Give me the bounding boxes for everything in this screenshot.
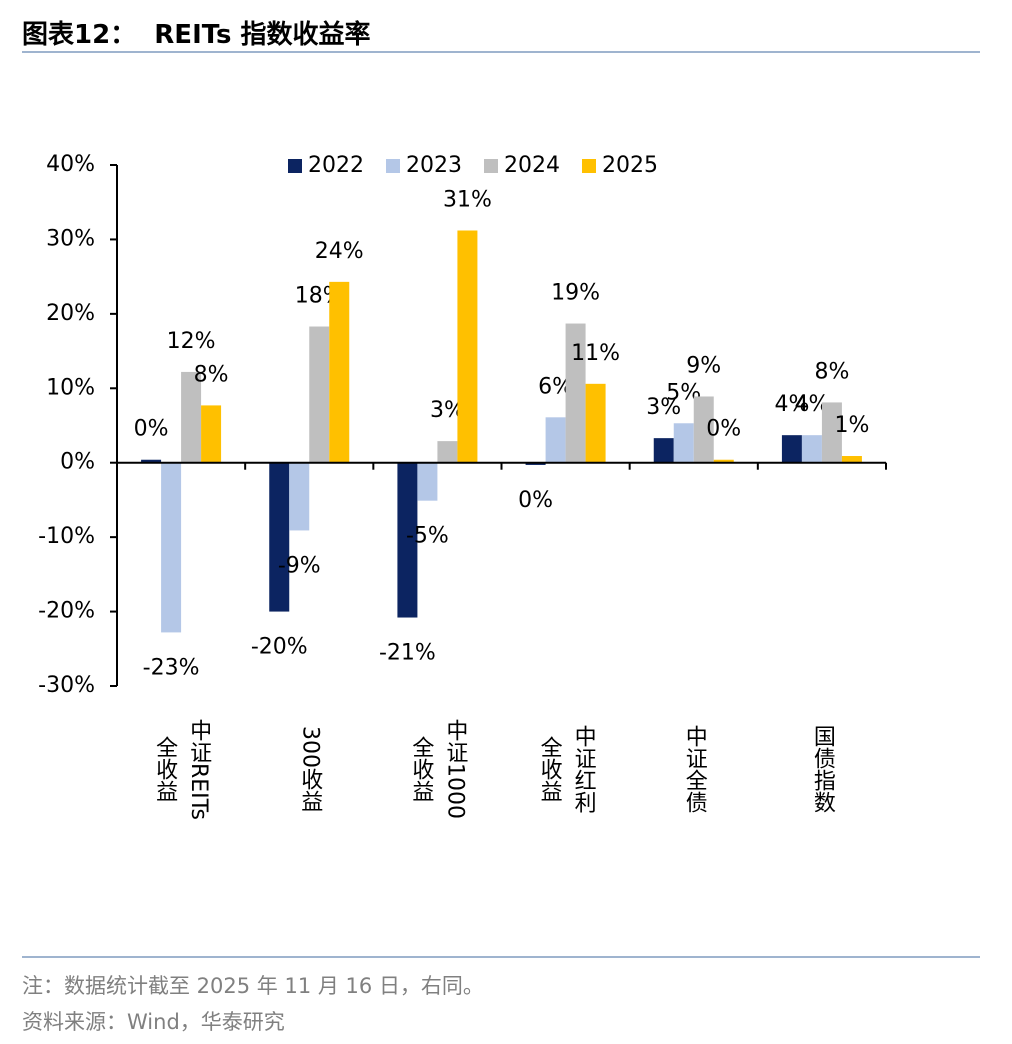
footer-rule bbox=[22, 956, 980, 958]
data-label: -5% bbox=[406, 524, 449, 549]
bar bbox=[161, 462, 182, 633]
legend-swatch bbox=[288, 159, 302, 173]
legend-swatch bbox=[386, 159, 400, 173]
source: 资料来源：Wind，华泰研究 bbox=[22, 1010, 285, 1034]
y-tick-label: -10% bbox=[38, 524, 95, 549]
title: 图表12： REITs 指数收益率 bbox=[22, 20, 371, 50]
data-label: 1% bbox=[834, 413, 869, 438]
bar bbox=[801, 435, 822, 463]
bar bbox=[417, 462, 438, 501]
bar bbox=[329, 281, 350, 463]
x-tick-label: 300收益 bbox=[297, 726, 323, 812]
data-label: 3% bbox=[646, 395, 681, 420]
bar bbox=[565, 323, 586, 463]
data-label: 24% bbox=[315, 239, 364, 264]
bar bbox=[397, 462, 418, 618]
bar bbox=[269, 462, 290, 612]
data-label: 11% bbox=[571, 341, 620, 366]
data-label: -21% bbox=[379, 641, 436, 666]
note: 注：数据统计截至 2025 年 11 月 16 日，右同。 bbox=[22, 974, 484, 998]
bar bbox=[201, 405, 222, 463]
y-tick-label: 20% bbox=[46, 301, 95, 326]
bar bbox=[141, 459, 162, 463]
bar bbox=[585, 383, 606, 463]
y-tick-label: 10% bbox=[46, 375, 95, 400]
x-tick-label: 中证全债 bbox=[681, 725, 707, 813]
bar bbox=[693, 396, 714, 463]
data-label: -20% bbox=[251, 635, 308, 660]
x-tick-label: 中证1000 全收益 bbox=[408, 719, 468, 819]
legend-label: 2025 bbox=[602, 153, 658, 178]
bar bbox=[525, 462, 546, 465]
data-label: 9% bbox=[686, 353, 721, 378]
data-label: 8% bbox=[814, 359, 849, 384]
data-label: 8% bbox=[194, 362, 229, 387]
legend-label: 2024 bbox=[504, 153, 560, 178]
data-label: 12% bbox=[167, 329, 216, 354]
bar bbox=[437, 441, 458, 463]
bar bbox=[309, 326, 330, 463]
y-tick-label: -20% bbox=[38, 599, 95, 624]
data-label: 0% bbox=[518, 488, 553, 513]
legend-swatch bbox=[582, 159, 596, 173]
data-label: 4% bbox=[774, 392, 809, 417]
legend-label: 2022 bbox=[308, 153, 364, 178]
legend-label: 2023 bbox=[406, 153, 462, 178]
bar bbox=[653, 438, 674, 463]
bar bbox=[781, 435, 802, 463]
bar bbox=[821, 402, 842, 463]
data-label: -23% bbox=[143, 655, 200, 680]
data-label: -9% bbox=[278, 553, 321, 578]
x-tick-label: 中证REITs 全收益 bbox=[152, 718, 212, 820]
data-label: 0% bbox=[706, 417, 741, 442]
x-tick-label: 国债指数 bbox=[809, 725, 835, 813]
y-tick-label: -30% bbox=[38, 673, 95, 698]
y-tick-label: 40% bbox=[46, 152, 95, 177]
bar bbox=[181, 371, 202, 463]
title-rule bbox=[22, 51, 980, 53]
data-label: 31% bbox=[443, 187, 492, 212]
bar bbox=[841, 456, 862, 463]
y-tick-label: 30% bbox=[46, 226, 95, 251]
x-tick-label: 中证红利 全收益 bbox=[536, 725, 596, 813]
bar bbox=[457, 230, 478, 463]
y-tick-label: 0% bbox=[60, 450, 95, 475]
bar bbox=[713, 459, 734, 463]
bar bbox=[289, 462, 310, 531]
bar bbox=[545, 417, 566, 463]
legend-swatch bbox=[484, 159, 498, 173]
bar bbox=[673, 423, 694, 463]
data-label: 0% bbox=[134, 417, 169, 442]
data-label: 19% bbox=[551, 281, 600, 306]
